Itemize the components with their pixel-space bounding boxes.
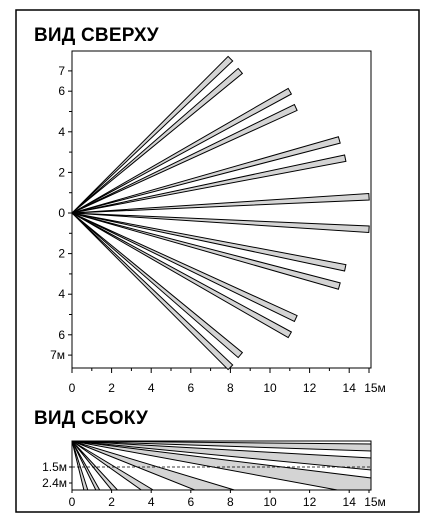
side-x-tick-label: 8 [227,495,234,509]
side-y-tick-label: 1.5м [42,460,67,474]
detection-beam [71,212,293,339]
side-x-tick-label: 4 [148,495,155,509]
detection-beam [71,55,234,214]
side-x-tick-label: 6 [187,495,194,509]
detection-beam [71,154,347,214]
side-detection-beam [71,440,372,452]
detection-beam [71,212,341,290]
y-tick-label: 2 [58,165,65,179]
y-tick-label: 7 [58,64,65,78]
side-detection-beam [71,440,101,491]
side-x-tick-label: 15м [364,495,386,509]
side-x-tick-label: 12 [303,495,317,509]
detection-beam [71,136,341,214]
top-view-beams [71,55,370,371]
top-view-title: ВИД СВЕРХУ [34,25,159,46]
side-view: 1.5м 2.4м0 2 4 6 8 10 12 14 15м [42,440,386,509]
side-detection-beam [71,440,372,491]
detection-beam [71,212,370,234]
page-border [15,9,420,513]
side-detection-beam [71,440,89,491]
side-view-axes: 1.5м 2.4м0 2 4 6 8 10 12 14 15м [42,460,386,509]
side-x-tick-label: 0 [69,495,76,509]
side-detection-beam [71,440,372,471]
detection-beam [71,103,298,214]
y-tick-label: 0 [58,206,65,220]
x-tick-label: 15м [364,381,386,395]
x-tick-label: 2 [108,381,115,395]
y-tick-label: 4 [58,287,65,301]
top-view-axes: 7 6 4 2 0 2 4 6 7м 0 2 4 6 8 10 12 14 15м [50,64,386,395]
detection-beam [71,212,244,359]
x-tick-label: 12 [303,381,317,395]
top-view: 7 6 4 2 0 2 4 6 7м 0 2 4 6 8 10 12 14 15м [50,50,386,395]
side-view-title: ВИД СБОКУ [34,408,149,429]
x-tick-label: 4 [148,381,155,395]
x-tick-label: 0 [69,381,76,395]
y-tick-label: 6 [58,84,65,98]
side-x-tick-label: 14 [343,495,357,509]
side-detection-beam [71,440,235,491]
y-tick-label: 6 [58,328,65,342]
detection-beam [71,212,234,371]
top-view-plot-area [71,50,372,369]
detection-beam [71,192,370,214]
side-x-tick-label: 2 [108,495,115,509]
y-tick-label: 4 [58,125,65,139]
side-detection-beam [71,440,119,491]
side-y-tick-label: 2.4м [42,476,67,490]
detection-beam [71,212,298,323]
side-detection-beam [71,440,155,491]
x-tick-label: 14 [343,381,357,395]
y-tick-label: 2 [58,247,65,261]
y-tick-label: 7м [50,348,65,362]
side-view-beams [71,440,372,491]
side-x-tick-label: 10 [263,495,277,509]
detection-beam [71,67,244,214]
detection-beam [71,87,293,214]
detection-beam [71,212,347,272]
x-tick-label: 6 [187,381,194,395]
x-tick-label: 10 [263,381,277,395]
x-tick-label: 8 [227,381,234,395]
